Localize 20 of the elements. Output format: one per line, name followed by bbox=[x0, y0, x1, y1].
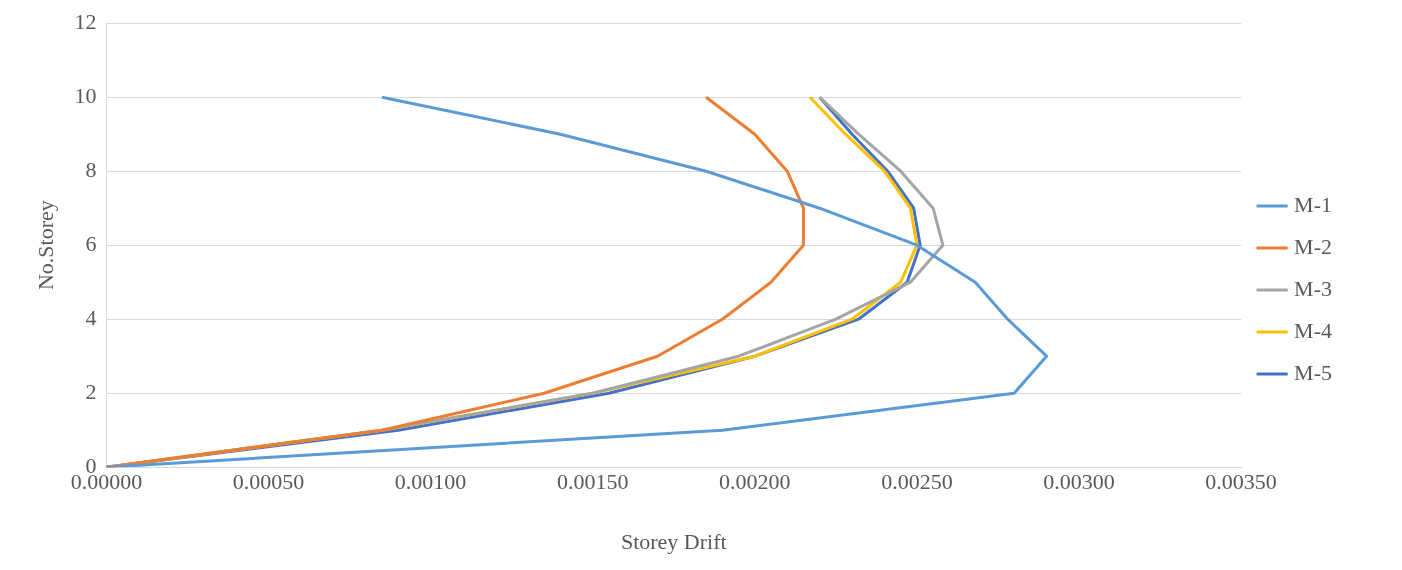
x-tick-label: 0.00050 bbox=[232, 469, 305, 495]
legend-label: M-2 bbox=[1294, 233, 1332, 259]
x-tick-label: 0.00100 bbox=[394, 469, 467, 495]
x-axis-title: Storey Drift bbox=[620, 528, 727, 554]
legend-label: M-4 bbox=[1294, 317, 1332, 343]
x-tick-label: 0.00200 bbox=[719, 469, 791, 495]
y-tick-label: 8 bbox=[85, 156, 97, 182]
y-tick-label: 10 bbox=[74, 82, 97, 108]
x-tick-label: 0.00300 bbox=[1043, 469, 1115, 495]
y-tick-label: 12 bbox=[74, 8, 97, 34]
legend-label: M-1 bbox=[1294, 191, 1332, 217]
x-tick-label: 0.00150 bbox=[556, 469, 629, 495]
legend-label: M-3 bbox=[1294, 275, 1332, 301]
y-tick-label: 4 bbox=[85, 304, 97, 330]
x-tick-label: 0.00250 bbox=[881, 469, 953, 495]
legend-label: M-5 bbox=[1294, 359, 1332, 385]
y-tick-label: 2 bbox=[85, 378, 97, 404]
y-tick-label: 6 bbox=[85, 230, 97, 256]
x-tick-label: 0.00350 bbox=[1205, 469, 1277, 495]
y-axis-title: No.Storey bbox=[32, 200, 58, 291]
